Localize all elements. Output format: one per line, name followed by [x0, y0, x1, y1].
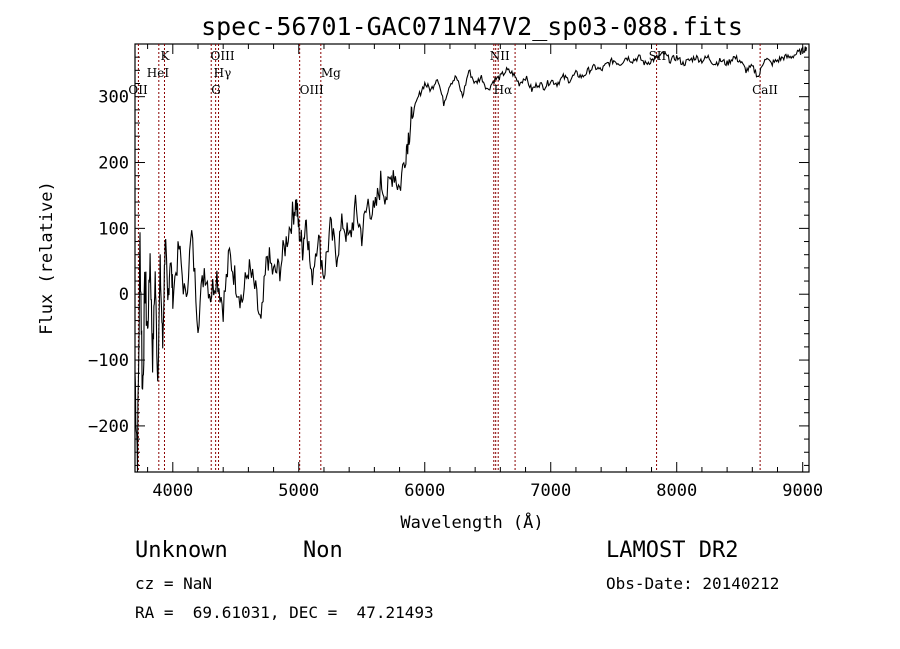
spectral-line-label: OIII: [300, 83, 324, 97]
y-tick-label: 200: [98, 154, 129, 174]
spectral-line-label: Hα: [494, 83, 513, 97]
spectral-line-label: CaII: [752, 83, 778, 97]
y-tick-label: 100: [98, 219, 129, 239]
plot-frame: [134, 43, 810, 473]
plot-layer: 4000 5000 6000 7000 8000 9000 −200 −100 0 100 200 3…: [88, 43, 823, 501]
redshift-label: cz = NaN: [135, 574, 213, 593]
y-tick-label: −200: [88, 417, 129, 437]
x-tick-label: 9000: [782, 481, 823, 501]
spectral-line-label: NII: [490, 49, 510, 63]
x-tick-label: 6000: [404, 481, 445, 501]
spectral-line-label: HeI: [147, 66, 170, 80]
spectral-line-label: K: [160, 49, 170, 63]
object-subclass: Non: [303, 538, 343, 563]
object-class: Unknown: [135, 538, 228, 563]
spectral-line-label: OIII: [211, 49, 235, 63]
x-tick-label: 7000: [530, 481, 571, 501]
x-axis-label: Wavelength (Å): [400, 511, 543, 533]
coordinates: RA = 69.61031, DEC = 47.21493: [135, 603, 434, 622]
spectral-line-label: G: [211, 83, 221, 97]
x-tick-label: 8000: [656, 481, 697, 501]
y-axis-label: Flux (relative): [37, 181, 57, 335]
spectral-line-label: Mg: [321, 66, 341, 80]
y-tick-label: 300: [98, 88, 129, 108]
obs-date: Obs-Date: 20140212: [606, 574, 780, 593]
spectrum-series-line: [134, 46, 808, 473]
spectral-line-label: OII: [128, 83, 148, 97]
y-tick-label: 0: [119, 285, 129, 305]
y-tick-label: −100: [88, 351, 129, 371]
x-tick-label: 4000: [152, 481, 193, 501]
chart-title: spec-56701-GAC071N47V2_sp03-088.fits: [201, 12, 743, 41]
spectral-line-label: Hγ: [214, 66, 232, 80]
survey-name: LAMOST DR2: [606, 538, 739, 563]
x-tick-label: 5000: [278, 481, 319, 501]
